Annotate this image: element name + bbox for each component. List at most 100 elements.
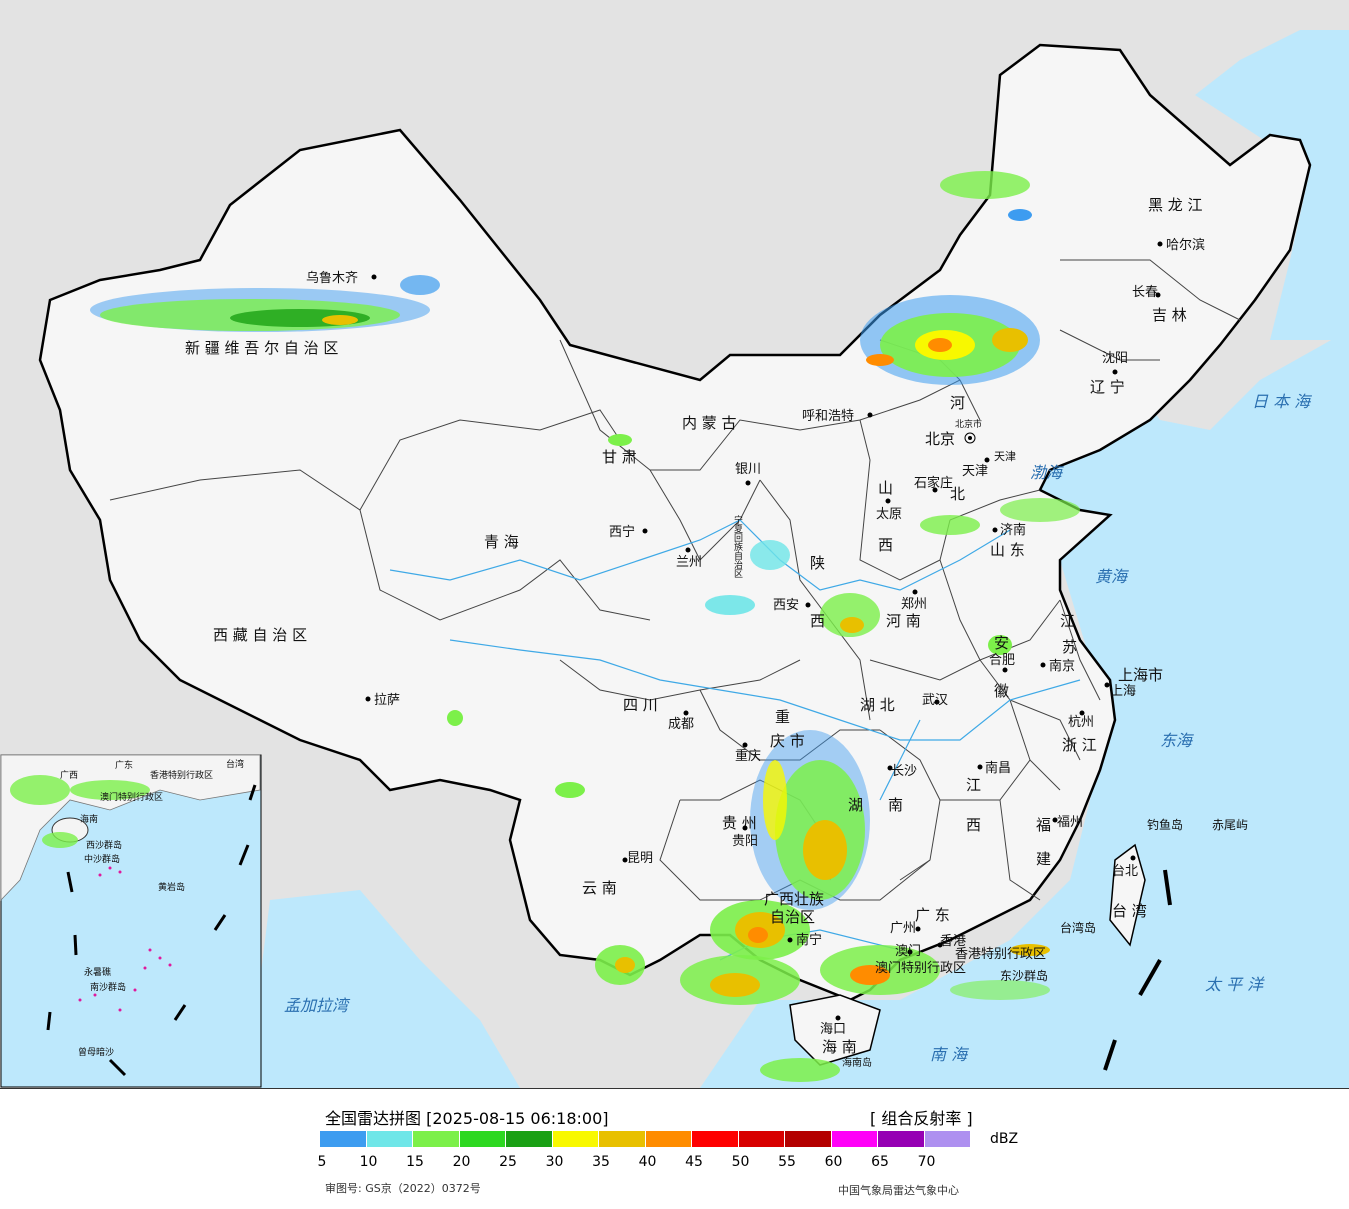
scale-swatch bbox=[878, 1131, 924, 1147]
city-xining: 西宁 bbox=[609, 524, 635, 540]
region-qinghai: 青 海 bbox=[484, 533, 519, 551]
sea-labels: 渤海 黄海 东海 南 海 日 本 海 太 平 洋 孟加拉湾 bbox=[284, 392, 1312, 1064]
region-hunan-nan: 南 bbox=[888, 796, 903, 814]
scale-swatch bbox=[645, 1131, 691, 1147]
island-labels: 钓鱼岛 赤尾屿 台湾岛 东沙群岛 海南岛 bbox=[842, 817, 1248, 1069]
sea-japan: 日 本 海 bbox=[1252, 392, 1312, 411]
region-yunnan: 云 南 bbox=[582, 879, 617, 897]
inset-zengmu: 曾母暗沙 bbox=[78, 1046, 114, 1058]
city-tianjin: 天津 bbox=[962, 464, 988, 479]
city-taiyuan: 太原 bbox=[876, 507, 902, 522]
hainan-island-shape bbox=[789, 994, 881, 1066]
region-guangdong: 广 东 bbox=[915, 906, 950, 924]
legend-timestamp: [2025-08-15 06:18:00] bbox=[426, 1109, 609, 1128]
region-henan: 河 南 bbox=[886, 612, 921, 630]
inset-hainan: 海南 bbox=[80, 813, 98, 825]
scale-swatch bbox=[366, 1131, 412, 1147]
city-beijing: 北京 bbox=[925, 430, 955, 448]
scale-tick-label: 50 bbox=[731, 1154, 750, 1170]
region-hainan: 海 南 bbox=[822, 1038, 857, 1056]
scale-swatch bbox=[692, 1131, 738, 1147]
island-diaoyu: 钓鱼岛 bbox=[1147, 817, 1183, 832]
inset-yongshu: 永暑礁 bbox=[84, 966, 111, 978]
region-jiangsu-jiang: 江 bbox=[1060, 612, 1075, 630]
scale-swatch bbox=[785, 1131, 831, 1147]
region-shaanxi-xi: 西 bbox=[810, 612, 825, 630]
region-labels: 新 疆 维 吾 尔 自 治 区 西 藏 自 治 区 青 海 甘 肃 内 蒙 古 … bbox=[185, 196, 1203, 1056]
inset-nansha: 南沙群岛 bbox=[90, 981, 126, 993]
scale-swatch bbox=[459, 1131, 505, 1147]
legend-title: 全国雷达拼图 bbox=[325, 1109, 422, 1128]
region-jiangsu-su: 苏 bbox=[1062, 638, 1077, 656]
island-chiwei: 赤尾屿 bbox=[1212, 818, 1248, 832]
city-hohhot: 呼和浩特 bbox=[802, 409, 854, 424]
region-hubei: 湖 北 bbox=[860, 696, 895, 714]
inset-macao: 澳门特别行政区 bbox=[100, 791, 163, 803]
city-harbin: 哈尔滨 bbox=[1166, 237, 1205, 253]
region-zhejiang: 浙 江 bbox=[1062, 736, 1097, 754]
city-nanjing: 南京 bbox=[1049, 658, 1075, 674]
region-shanghai: 上海市 bbox=[1118, 666, 1163, 684]
region-liaoning: 辽 宁 bbox=[1090, 378, 1125, 396]
taiwan-island-shape bbox=[1109, 843, 1146, 947]
region-anhui-hui: 徽 bbox=[994, 682, 1009, 700]
legend-panel bbox=[0, 1088, 1349, 1209]
region-macao: 澳门特别行政区 bbox=[875, 960, 966, 976]
scale-tick-label: 45 bbox=[685, 1154, 703, 1170]
city-shijiazhuang: 石家庄 bbox=[914, 475, 953, 491]
region-taiwan: 台 湾 bbox=[1112, 902, 1147, 920]
eastern-sea bbox=[700, 330, 1349, 1088]
scale-tick-label: 20 bbox=[452, 1154, 471, 1170]
scale-tick-label: 60 bbox=[824, 1154, 843, 1170]
region-ningxia: 宁夏回族自治区 bbox=[732, 514, 743, 578]
region-jiangxi-xi: 西 bbox=[966, 816, 981, 834]
scale-swatch bbox=[506, 1131, 552, 1147]
city-zhengzhou: 郑州 bbox=[901, 597, 927, 612]
city-changsha: 长沙 bbox=[891, 764, 917, 779]
data-source: 中国气象局雷达气象中心 bbox=[838, 1184, 959, 1197]
region-anhui-an: 安 bbox=[994, 634, 1009, 652]
scale-swatch bbox=[924, 1131, 970, 1147]
sea-nanhai: 南 海 bbox=[930, 1045, 969, 1064]
scale-tick-label: 70 bbox=[917, 1154, 936, 1170]
inset-huangyan: 黄岩岛 bbox=[158, 881, 185, 893]
region-guangxi1: 广西壮族 bbox=[764, 890, 824, 908]
city-haikou: 海口 bbox=[820, 1022, 846, 1037]
city-taibei: 台北 bbox=[1112, 864, 1138, 879]
city-changchun: 长春 bbox=[1132, 285, 1158, 300]
inset-hk: 香港特别行政区 bbox=[150, 769, 213, 781]
city-chongqing: 重庆 bbox=[735, 748, 761, 764]
south-china-sea-inset: 中沙群岛 黄岩岛 南沙群岛 曾母暗沙 永暑礁 西沙群岛 台湾 香港特别行政区 澳… bbox=[0, 754, 262, 1088]
region-jiangxi-jiang: 江 bbox=[966, 776, 981, 794]
island-taiwan: 台湾岛 bbox=[1060, 920, 1096, 935]
region-heilongjiang: 黑 龙 江 bbox=[1148, 196, 1203, 214]
sea-bohai: 渤海 bbox=[1030, 463, 1064, 482]
scale-swatch bbox=[320, 1131, 366, 1147]
inset-guangxi: 广西 bbox=[60, 769, 78, 781]
sea-pacific: 太 平 洋 bbox=[1205, 975, 1265, 994]
approval-number: 审图号: GS京（2022）0372号 bbox=[325, 1182, 481, 1195]
legend-title-row: 全国雷达拼图 [2025-08-15 06:18:00] bbox=[325, 1105, 609, 1129]
region-chongqing-chong: 重 bbox=[775, 708, 790, 726]
city-jinan: 济南 bbox=[1000, 522, 1026, 538]
sea-bengal: 孟加拉湾 bbox=[284, 996, 351, 1015]
region-xinjiang: 新 疆 维 吾 尔 自 治 区 bbox=[185, 339, 338, 357]
scale-swatch bbox=[831, 1131, 877, 1147]
region-fujian-jian: 建 bbox=[1036, 850, 1051, 868]
city-xian: 西安 bbox=[773, 598, 799, 613]
bengal-bay bbox=[260, 890, 520, 1088]
inset-guangdong: 广东 bbox=[115, 759, 133, 771]
region-shanxi-xi: 西 bbox=[878, 536, 893, 554]
region-neimenggu: 内 蒙 古 bbox=[682, 414, 737, 432]
region-hebei-he: 河 bbox=[950, 394, 965, 412]
radar-map[interactable]: 新 疆 维 吾 尔 自 治 区 西 藏 自 治 区 青 海 甘 肃 内 蒙 古 … bbox=[0, 0, 1349, 1088]
inset-taiwan: 台湾 bbox=[226, 758, 244, 770]
region-gansu: 甘 肃 bbox=[602, 448, 637, 466]
city-chengdu: 成都 bbox=[668, 717, 694, 732]
region-shanxi-shan: 山 bbox=[878, 479, 893, 497]
region-hunan-hu: 湖 bbox=[848, 796, 863, 814]
scale-tick-label: 40 bbox=[638, 1154, 657, 1170]
scale-tick-label: 10 bbox=[359, 1154, 378, 1170]
city-lanzhou: 兰州 bbox=[676, 555, 702, 570]
region-hk: 香港特别行政区 bbox=[955, 947, 1046, 962]
